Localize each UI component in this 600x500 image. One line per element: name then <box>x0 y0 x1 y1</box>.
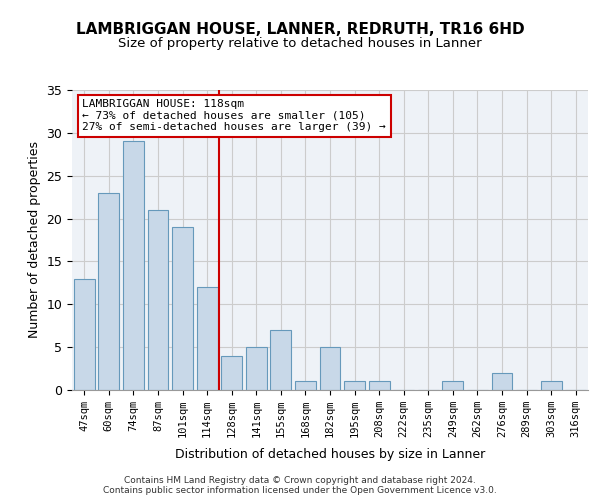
Bar <box>172 227 193 390</box>
X-axis label: Distribution of detached houses by size in Lanner: Distribution of detached houses by size … <box>175 448 485 462</box>
Bar <box>197 287 218 390</box>
Bar <box>221 356 242 390</box>
Bar <box>320 347 340 390</box>
Bar <box>98 193 119 390</box>
Bar <box>541 382 562 390</box>
Bar <box>74 278 95 390</box>
Bar <box>368 382 389 390</box>
Bar <box>148 210 169 390</box>
Bar <box>442 382 463 390</box>
Bar <box>491 373 512 390</box>
Text: LAMBRIGGAN HOUSE, LANNER, REDRUTH, TR16 6HD: LAMBRIGGAN HOUSE, LANNER, REDRUTH, TR16 … <box>76 22 524 38</box>
Text: Size of property relative to detached houses in Lanner: Size of property relative to detached ho… <box>118 38 482 51</box>
Y-axis label: Number of detached properties: Number of detached properties <box>28 142 41 338</box>
Bar <box>271 330 292 390</box>
Bar <box>295 382 316 390</box>
Bar <box>246 347 267 390</box>
Bar <box>123 142 144 390</box>
Bar <box>344 382 365 390</box>
Text: LAMBRIGGAN HOUSE: 118sqm
← 73% of detached houses are smaller (105)
27% of semi-: LAMBRIGGAN HOUSE: 118sqm ← 73% of detach… <box>82 99 386 132</box>
Text: Contains HM Land Registry data © Crown copyright and database right 2024.
Contai: Contains HM Land Registry data © Crown c… <box>103 476 497 495</box>
